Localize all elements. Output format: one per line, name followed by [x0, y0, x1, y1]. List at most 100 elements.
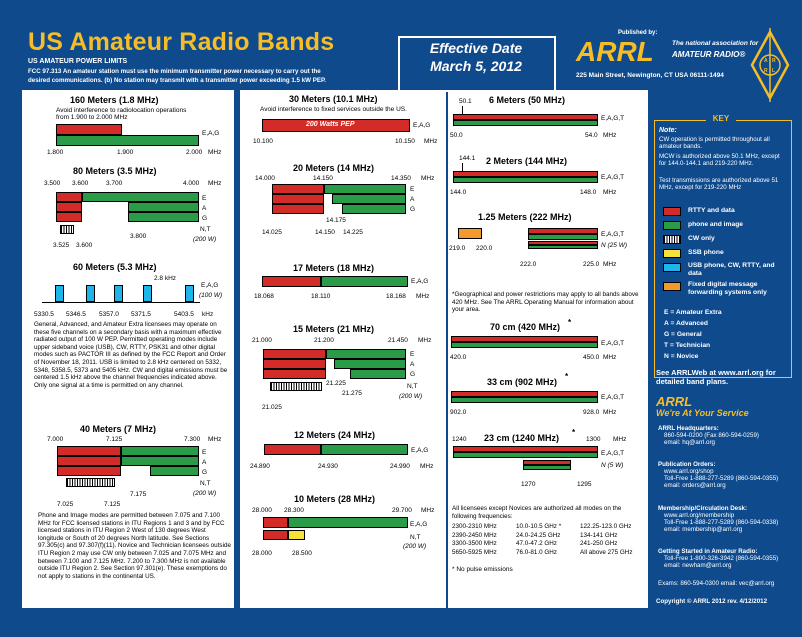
band-40m-adv-data-bar [57, 456, 121, 466]
membership-url[interactable]: www.arrl.org/membership [664, 512, 735, 519]
getting-started-email[interactable]: email: newham@arrl.org [664, 562, 732, 569]
key-class-t: T = Technician [664, 342, 711, 349]
band-125m-novice: N (25 W) [601, 242, 627, 249]
band-23cm-freq-4: 1295 [577, 481, 592, 488]
key-class-n: N = Novice [664, 353, 699, 360]
band-20m-adv-phone-bar [332, 194, 406, 204]
band-40m-extra-phone-bar [121, 446, 199, 456]
arrl-address: 225 Main Street, Newington, CT USA 06111… [576, 72, 724, 79]
above-bands-cell: 3300-3500 MHz [452, 540, 497, 547]
band-40m-freq-5: 7.025 [57, 501, 74, 508]
band-12m-phone-bar [321, 444, 408, 455]
key-note-2: MCW is authorized above 50.1 MHz, except… [659, 153, 780, 168]
band-125m-novice-data-bar [528, 241, 598, 245]
band-60m-freq-2: 5346.5 [66, 311, 86, 318]
effective-date-value: March 5, 2012 [430, 58, 522, 74]
band-23cm-title: 23 cm (1240 MHz) [484, 433, 560, 443]
exams-contact: Exams: 860-594-0300 email: vec@arrl.org [658, 580, 775, 587]
band-40m-gen-phone-bar [150, 466, 199, 476]
panel-left [22, 90, 234, 608]
band-23cm-freq-3: 1270 [521, 481, 536, 488]
band-15m-class-e: E [410, 351, 415, 358]
band-15m-freq-1: 21.000 [252, 337, 272, 344]
band-15m-class-g: G [410, 371, 416, 378]
hq-email[interactable]: email: hq@arrl.org [664, 439, 715, 446]
band-10m-power: (200 W) [403, 543, 427, 550]
key-swatch-cw [663, 235, 681, 244]
band-33cm-unit: MHz [603, 409, 617, 416]
band-80m-freq-1: 3.500 [44, 180, 61, 187]
band-30m-freq-1: 10.100 [253, 138, 273, 145]
orders-url[interactable]: www.arrl.org/shop [664, 468, 714, 475]
band-70cm-phone-bar [451, 342, 598, 348]
band-6m-freq-2: 50.0 [450, 132, 463, 139]
band-60m-freq-3: 5357.0 [99, 311, 119, 318]
band-23cm-novice-data-bar [523, 460, 571, 465]
band-125m-data-bar [528, 228, 598, 234]
band-15m-unit: MHz [418, 337, 432, 344]
band-40m-freq-6: 7.125 [104, 501, 121, 508]
band-33cm-freq-2: 928.0 [583, 409, 600, 416]
band-2m-freq-3: 148.0 [580, 189, 597, 196]
band-40m-note: Phone and Image modes are permitted betw… [38, 512, 231, 580]
svg-text:L: L [772, 68, 775, 74]
band-10m-freq-2: 28.300 [284, 507, 304, 514]
band-2m-data-bar [453, 171, 598, 177]
band-23cm-classes: E,A,G,T [601, 450, 625, 457]
band-80m-adv-data-bar [56, 202, 82, 212]
key-item-ssb: SSB phone [688, 249, 724, 256]
power-limits-line-1: FCC 97.313 An amateur station must use t… [28, 68, 321, 75]
band-33cm-title: 33 cm (902 MHz) [487, 377, 558, 387]
above-bands-cell: 10.0-10.5 GHz * [516, 523, 562, 530]
orders-email[interactable]: email: orders@arrl.org [664, 482, 726, 489]
band-40m-class-nt: N,T [200, 480, 211, 487]
band-20m-freq-7: 14.225 [343, 229, 363, 236]
band-20m-class-a: A [410, 196, 415, 203]
band-160m-note-2: from 1.900 to 2.000 MHz [56, 114, 128, 121]
band-15m-freq-5: 21.275 [342, 390, 362, 397]
band-125m-title: 1.25 Meters (222 MHz) [478, 212, 572, 222]
band-40m-class-a: A [202, 459, 207, 466]
band-80m-freq-7: 3.600 [76, 242, 93, 249]
band-70cm-classes: E,A,G,T [601, 340, 625, 347]
band-23cm-novice-phone-bar [523, 465, 571, 470]
band-15m-extra-phone-bar [326, 349, 406, 359]
band-80m-class-a: A [202, 205, 207, 212]
band-80m-power: (200 W) [193, 236, 217, 243]
band-60m-power: (100 W) [199, 292, 223, 299]
band-70cm-star: * [568, 318, 572, 327]
band-60m-channel-4 [143, 285, 152, 302]
band-10m-freq-5: 28.500 [292, 550, 312, 557]
band-12m-classes: E,A,G [411, 447, 429, 454]
band-15m-adv-phone-bar [334, 359, 406, 369]
key-item-cw: CW only [688, 235, 715, 242]
band-70cm-data-bar [451, 336, 598, 342]
band-80m-class-g: G [202, 215, 208, 222]
band-20m-freq-5: 14.025 [262, 229, 282, 236]
above-bands-cell: 2390-2450 MHz [452, 531, 497, 539]
band-160m-phone-bar [56, 135, 199, 146]
band-80m-gen-phone-bar [128, 212, 199, 222]
power-limits-line-2: desired communications. (b) No station m… [28, 77, 326, 84]
band-10m-freq-3: 29.700 [392, 507, 412, 514]
band-6m-classes: E,A,G,T [601, 115, 625, 122]
arrlweb-note[interactable]: See ARRLWeb at www.arrl.org for detailed… [656, 368, 776, 386]
band-60m-unit: kHz [202, 311, 214, 318]
band-20m-gen-data-bar [272, 204, 324, 214]
band-17m-classes: E,A,G [411, 278, 429, 285]
page-title: US Amateur Radio Bands [28, 28, 335, 56]
band-160m-classes: E,A,G [202, 130, 220, 137]
power-limits-heading: US AMATEUR POWER LIMITS [28, 58, 128, 65]
hq-phone: 860-594-0200 (Fax 860-594-0259) [664, 432, 759, 439]
band-20m-freq-2: 14.150 [313, 175, 333, 182]
membership-email[interactable]: email: membership@arrl.org [664, 526, 743, 533]
above-bands-cell: 5650-5925 MHz [452, 548, 497, 556]
band-23cm-novice: N (5 W) [601, 462, 624, 469]
band-40m-freq-1: 7.000 [47, 436, 64, 443]
band-60m-freq-5: 5403.5 [174, 311, 194, 318]
band-15m-gen-data-bar [263, 369, 326, 379]
band-15m-class-nt: N,T [407, 383, 418, 390]
band-2m-marker [462, 163, 463, 177]
band-15m-class-a: A [410, 361, 415, 368]
band-30m-classes: E,A,G [413, 122, 431, 129]
